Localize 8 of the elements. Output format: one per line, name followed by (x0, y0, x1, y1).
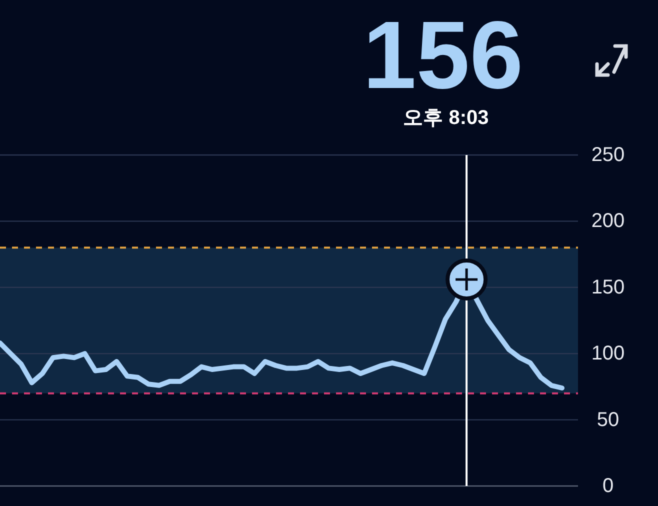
y-tick-label: 250 (591, 144, 625, 166)
y-tick-label: 200 (591, 210, 625, 232)
annotation: 156 (362, 2, 524, 109)
y-tick-label: 50 (596, 408, 620, 431)
y-tick-label: 0 (602, 475, 614, 497)
y-tick-label: 100 (591, 342, 625, 365)
chart-subtitle: 오후 8:03 (403, 107, 489, 129)
y-tick-label: 150 (591, 276, 625, 298)
